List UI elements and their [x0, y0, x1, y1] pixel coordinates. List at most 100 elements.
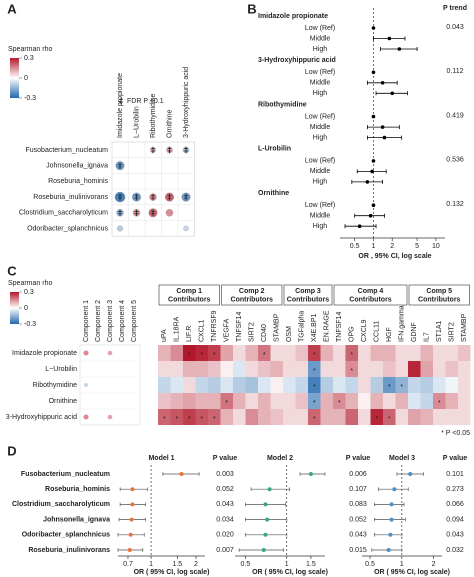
p-value: 0.066 — [446, 501, 464, 508]
colorbar-tick-label: 0 — [24, 75, 28, 82]
cell — [195, 361, 208, 377]
group-label: 3-Hydroxyhippuric acid — [258, 57, 336, 64]
column-label: IL.18RA — [174, 316, 181, 342]
dot — [83, 414, 89, 420]
column-label: L−Urobilin — [133, 106, 140, 138]
p-value: 0.273 — [446, 486, 464, 493]
cell — [170, 393, 183, 409]
cell — [295, 345, 308, 361]
grid-frame — [79, 344, 141, 426]
point — [392, 487, 397, 492]
cell — [420, 377, 433, 393]
cell — [445, 361, 458, 377]
cell — [245, 393, 258, 409]
component-label: Component 5 — [131, 300, 138, 342]
p-value: 0.043 — [446, 24, 464, 31]
cell — [233, 345, 246, 361]
level-label: Middle — [310, 168, 331, 175]
fdr-marker — [134, 193, 139, 201]
point — [263, 502, 268, 507]
dot — [165, 209, 174, 217]
panel-label: A — [7, 1, 17, 16]
cell — [283, 377, 296, 393]
cell — [170, 345, 183, 361]
cell — [408, 361, 421, 377]
column-label: 3-Hydroxyhippuric acid — [183, 67, 190, 138]
point — [130, 502, 135, 507]
point — [128, 532, 133, 537]
fdr-marker — [118, 209, 122, 216]
x-tick-label: 1.5 — [172, 561, 182, 568]
column-label: LIF.R — [186, 326, 193, 342]
cell — [445, 377, 458, 393]
level-label: High — [313, 46, 328, 53]
dot — [107, 350, 113, 356]
cell — [295, 361, 308, 377]
cell — [158, 345, 171, 361]
cell — [383, 345, 396, 361]
column-label: Ribothymidine — [150, 94, 157, 138]
cell — [345, 361, 358, 377]
cell — [333, 409, 346, 425]
colorbar — [10, 58, 19, 98]
cell — [420, 345, 433, 361]
group-title: Comp 2 — [239, 288, 265, 295]
fdr-marker — [151, 209, 155, 216]
p-value: 0.006 — [349, 471, 367, 478]
cell — [195, 345, 208, 361]
point — [371, 26, 376, 30]
level-label: Low (Ref) — [305, 113, 335, 120]
p-value: 0.536 — [446, 157, 464, 164]
row-label: Imidazole propionate — [12, 350, 77, 357]
column-header: P value — [213, 455, 237, 462]
significance-star: * — [313, 352, 316, 359]
cell — [458, 361, 471, 377]
column-label: TNFSF14 — [336, 312, 343, 342]
cell — [383, 393, 396, 409]
point — [388, 532, 393, 537]
cell — [458, 345, 471, 361]
row-label: Fusobacterium_nucleatum — [21, 471, 110, 478]
column-label: CXCL1 — [199, 319, 206, 342]
x-tick-label: 0.5 — [241, 561, 251, 568]
cell — [445, 345, 458, 361]
group-box — [408, 284, 470, 306]
p-value: 0.007 — [216, 547, 234, 554]
column-label: TNFRSF9 — [211, 310, 218, 342]
cell — [258, 361, 271, 377]
p-value: 0.052 — [349, 516, 367, 523]
column-label: STAMBP — [274, 313, 281, 342]
point — [127, 548, 132, 552]
cell — [408, 345, 421, 361]
panel-label: C — [7, 263, 17, 278]
footnote: * P <0.05 — [441, 430, 470, 437]
significance-star: * — [313, 384, 316, 391]
column-label: CD40 — [261, 324, 268, 342]
cell — [245, 345, 258, 361]
cell — [320, 345, 333, 361]
column-label: Ornithine — [166, 109, 173, 138]
cell — [408, 393, 421, 409]
significance-star: * — [313, 400, 316, 407]
cell — [183, 345, 196, 361]
column-label: TNFSF14 — [236, 312, 243, 342]
x-tick-label: 10 — [432, 243, 440, 250]
cell — [433, 345, 446, 361]
p-value: 0.043 — [216, 501, 234, 508]
level-label: High — [313, 223, 328, 230]
cell — [458, 377, 471, 393]
fdr-marker — [118, 193, 122, 201]
group-title: Comp 3 — [295, 288, 321, 295]
cell — [320, 409, 333, 425]
group-subtitle: Contributors — [349, 296, 391, 303]
cell — [295, 377, 308, 393]
cell — [370, 377, 383, 393]
cell — [395, 361, 408, 377]
cell — [358, 361, 371, 377]
cell — [445, 409, 458, 425]
x-axis-label: OR ( 95% CI, log scale) — [134, 569, 210, 576]
fdr-marker — [184, 146, 188, 154]
cell — [258, 393, 271, 409]
cell — [370, 345, 383, 361]
cell — [270, 377, 283, 393]
